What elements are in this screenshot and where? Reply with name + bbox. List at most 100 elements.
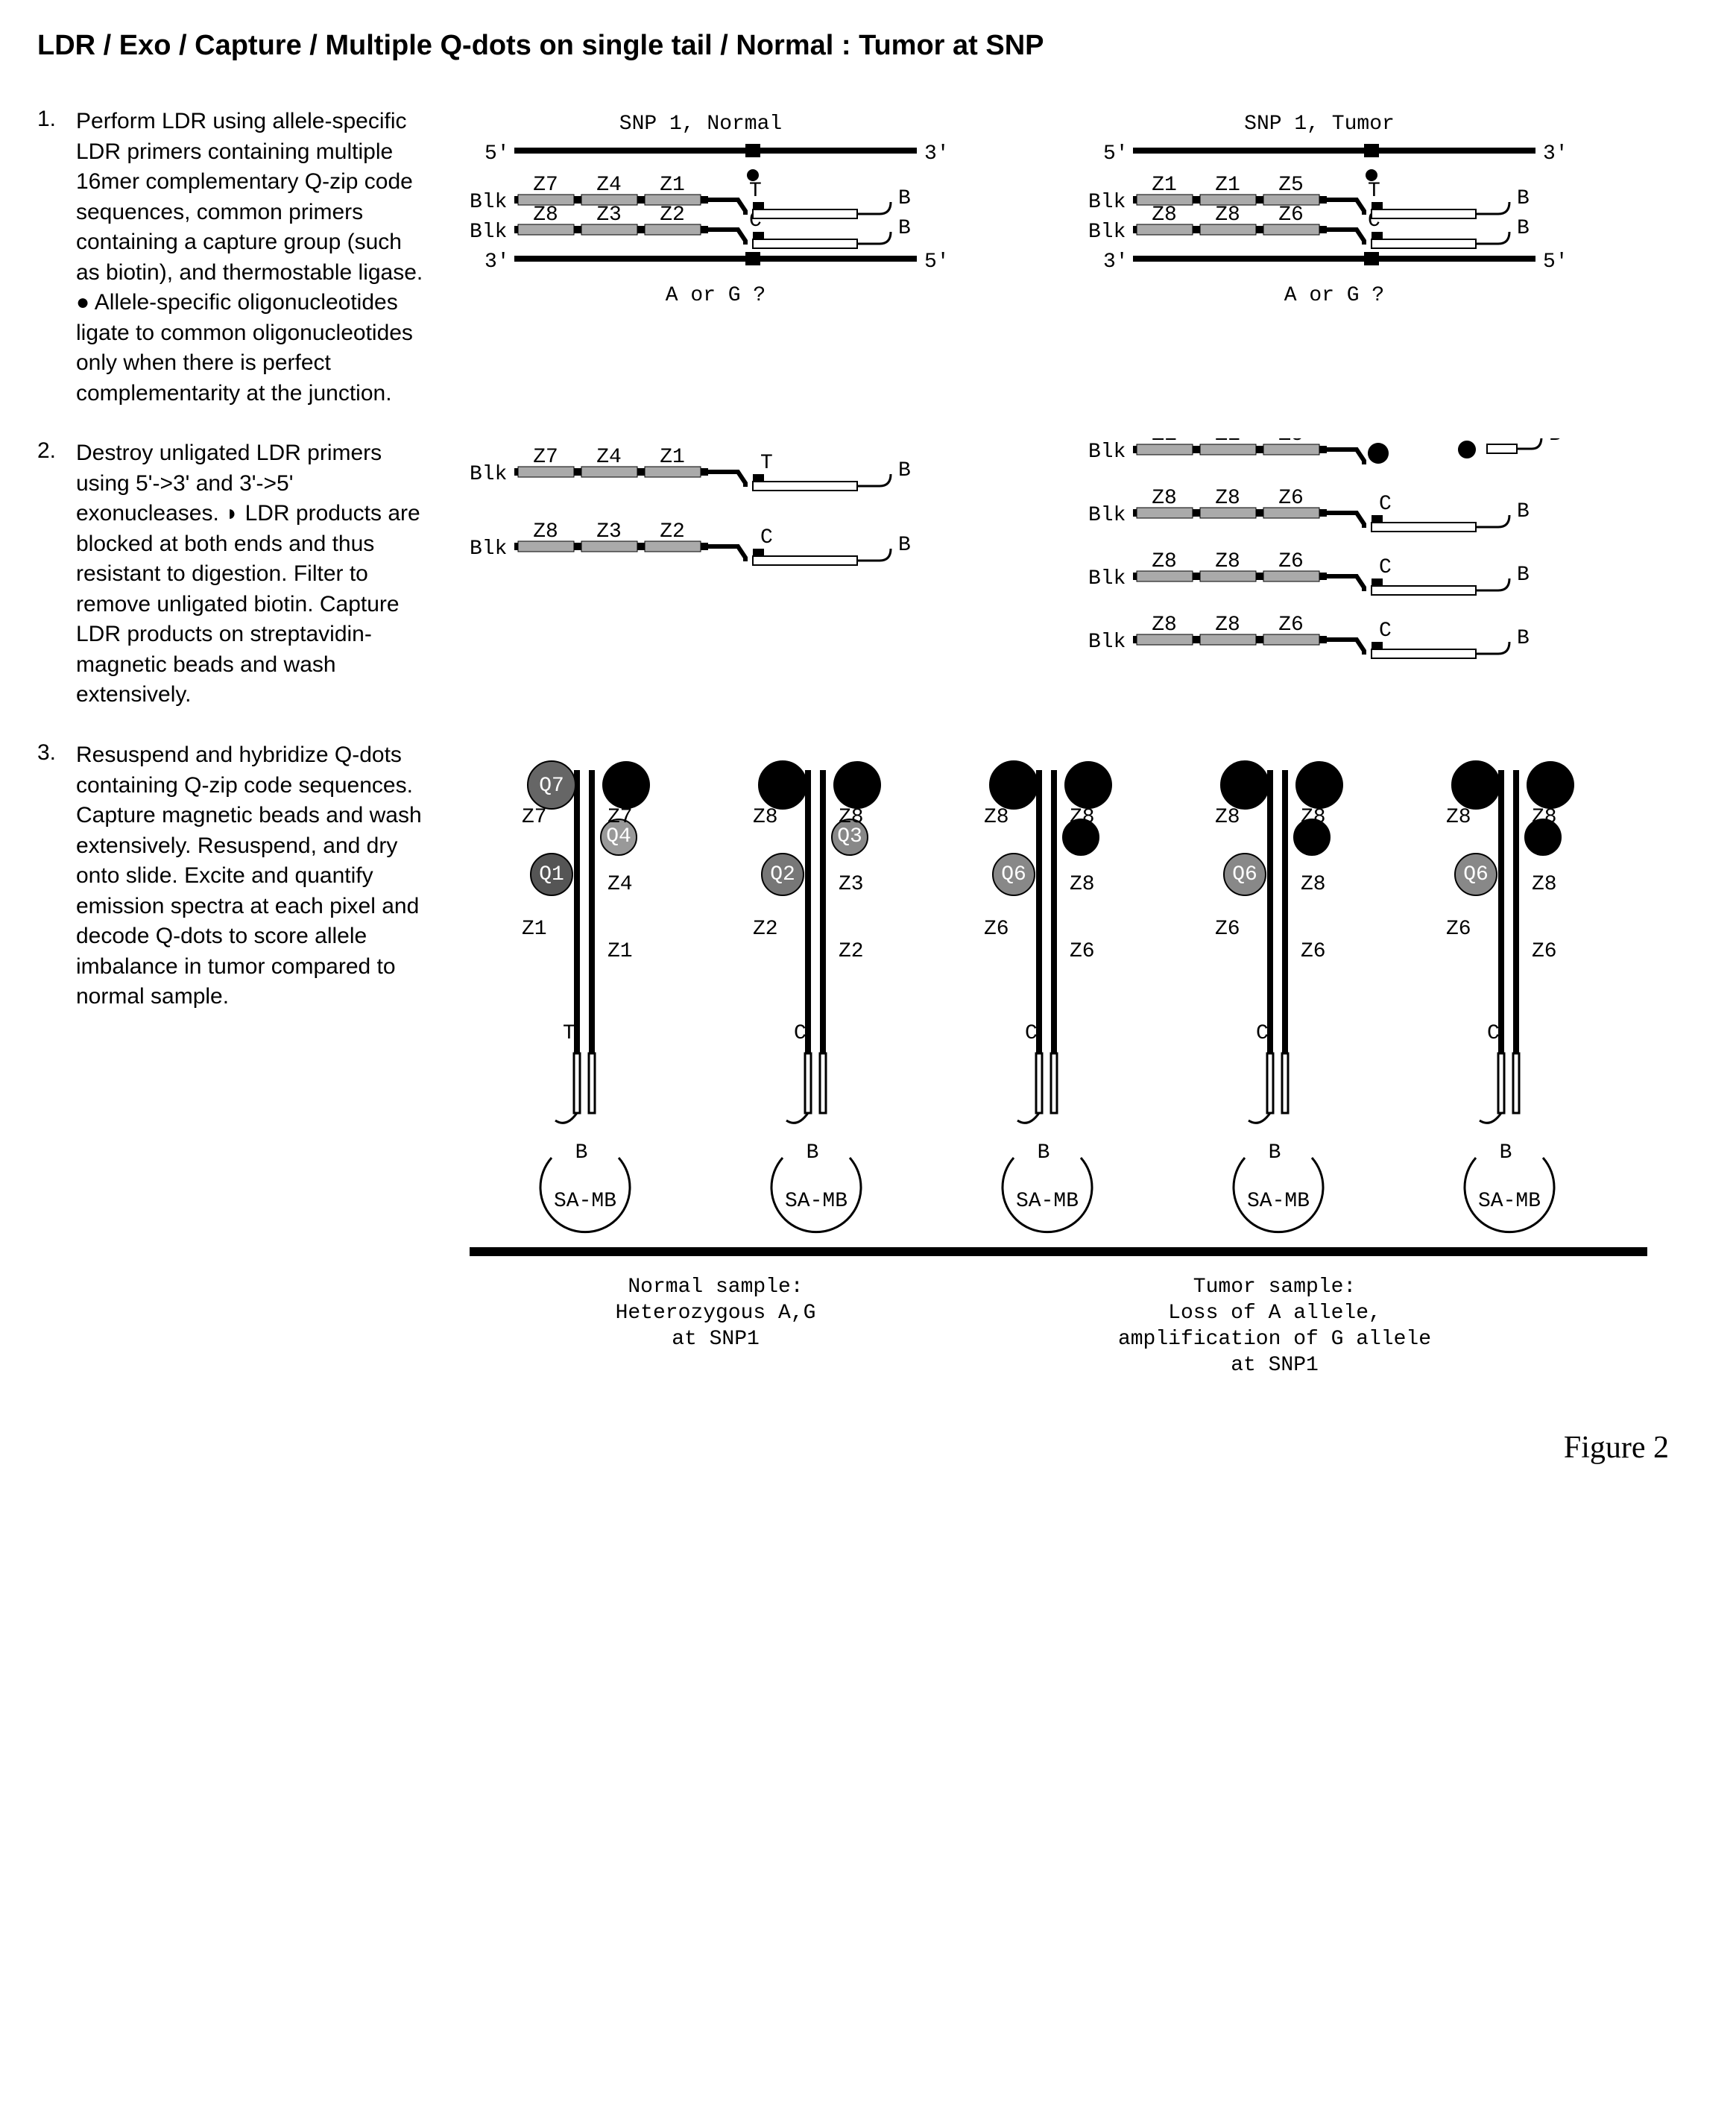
- svg-text:3': 3': [924, 142, 950, 165]
- svg-text:Z8: Z8: [533, 520, 558, 543]
- svg-text:Z1: Z1: [522, 918, 547, 941]
- svg-text:B: B: [1517, 564, 1530, 587]
- svg-text:B: B: [898, 534, 911, 557]
- svg-text:Tumor sample:: Tumor sample:: [1193, 1276, 1356, 1299]
- svg-text:Z6: Z6: [1215, 918, 1240, 941]
- svg-text:C: C: [760, 526, 773, 549]
- svg-text:Q7: Q7: [539, 775, 564, 798]
- panel-2-svg: BlkZ7Z4Z1TBBlkZ8Z3Z2CB BlkZ1Z1Z5BBlkZ8Z8…: [455, 438, 1685, 707]
- svg-text:Z7: Z7: [533, 446, 558, 469]
- svg-text:Z8: Z8: [1070, 873, 1095, 896]
- svg-text:Z4: Z4: [596, 174, 622, 197]
- svg-text:SA-MB: SA-MB: [1016, 1190, 1079, 1213]
- svg-text:Z3: Z3: [839, 873, 864, 896]
- step-3-text: Resuspend and hybridize Q-dots containin…: [76, 740, 425, 1400]
- svg-text:Z1: Z1: [660, 446, 685, 469]
- svg-text:SA-MB: SA-MB: [1247, 1190, 1310, 1213]
- svg-text:Z6: Z6: [1301, 940, 1326, 963]
- svg-text:C: C: [794, 1022, 807, 1045]
- panel-3-svg: Q7Q1Q4Z7Z4Z1Z7Z1TBSA-MBQ2Q3Z8Z3Z2Z8Z2CBS…: [455, 740, 1685, 1396]
- svg-text:SA-MB: SA-MB: [785, 1190, 848, 1213]
- svg-text:Z6: Z6: [1278, 487, 1304, 510]
- svg-text:Q6: Q6: [1001, 863, 1026, 886]
- svg-text:Z7: Z7: [522, 806, 547, 829]
- svg-text:5': 5': [484, 142, 510, 165]
- svg-text:Z8: Z8: [1152, 204, 1177, 227]
- svg-text:C: C: [1379, 619, 1392, 643]
- svg-text:Z8: Z8: [1446, 806, 1471, 829]
- svg-text:Blk: Blk: [1088, 441, 1126, 464]
- svg-text:B: B: [1517, 627, 1530, 650]
- page-title: LDR / Exo / Capture / Multiple Q-dots on…: [37, 30, 1699, 62]
- svg-text:Z8: Z8: [984, 806, 1009, 829]
- step-3-number: 3.: [37, 740, 67, 1400]
- svg-text:5': 5': [1103, 142, 1129, 165]
- svg-text:T: T: [760, 452, 773, 475]
- svg-text:Z6: Z6: [1532, 940, 1557, 963]
- svg-text:Z1: Z1: [607, 940, 633, 963]
- svg-text:Z6: Z6: [984, 918, 1009, 941]
- row-step-3: 3. Resuspend and hybridize Q-dots contai…: [37, 740, 1699, 1400]
- svg-text:Z1: Z1: [1215, 438, 1240, 447]
- svg-text:Blk: Blk: [470, 537, 507, 561]
- svg-text:Z8: Z8: [1070, 806, 1095, 829]
- svg-text:C: C: [1379, 493, 1392, 516]
- svg-text:Z8: Z8: [1215, 806, 1240, 829]
- svg-text:Q2: Q2: [770, 863, 795, 886]
- svg-text:Z5: Z5: [1278, 438, 1304, 447]
- svg-text:A or G ?: A or G ?: [1284, 284, 1384, 307]
- svg-text:Z4: Z4: [607, 873, 633, 896]
- svg-text:Q1: Q1: [539, 863, 564, 886]
- svg-text:Z1: Z1: [1152, 174, 1177, 197]
- step-1-text: Perform LDR using allele-specific LDR pr…: [76, 107, 425, 409]
- svg-text:C: C: [1025, 1022, 1038, 1045]
- svg-text:T: T: [563, 1022, 575, 1045]
- svg-text:Z6: Z6: [1446, 918, 1471, 941]
- step-2-number: 2.: [37, 438, 67, 710]
- svg-text:Z4: Z4: [596, 446, 622, 469]
- svg-text:Z1: Z1: [1152, 438, 1177, 447]
- svg-text:Blk: Blk: [1088, 504, 1126, 527]
- svg-text:SA-MB: SA-MB: [1478, 1190, 1541, 1213]
- panel-1-svg: SNP 1, Normal 5' 3' Blk Z7 Z4 Z1: [455, 107, 1685, 360]
- svg-text:C: C: [1256, 1022, 1269, 1045]
- svg-text:Z8: Z8: [1301, 806, 1326, 829]
- svg-text:B: B: [1517, 500, 1530, 523]
- svg-text:B: B: [1269, 1141, 1281, 1164]
- svg-text:B: B: [898, 217, 911, 240]
- svg-text:Z2: Z2: [660, 204, 685, 227]
- svg-text:Z1: Z1: [1215, 174, 1240, 197]
- step-2-text: Destroy unligated LDR primers using 5'->…: [76, 438, 425, 710]
- svg-text:Z2: Z2: [753, 918, 778, 941]
- svg-text:Loss of A allele,: Loss of A allele,: [1168, 1302, 1381, 1325]
- row-step-1: 1. Perform LDR using allele-specific LDR…: [37, 107, 1699, 409]
- svg-text:Z8: Z8: [1215, 487, 1240, 510]
- svg-text:B: B: [575, 1141, 588, 1164]
- svg-text:Blk: Blk: [1088, 631, 1126, 654]
- svg-text:A or G ?: A or G ?: [666, 284, 766, 307]
- svg-text:Heterozygous A,G: Heterozygous A,G: [616, 1302, 816, 1325]
- step-1-number: 1.: [37, 107, 67, 409]
- svg-text:Blk: Blk: [470, 191, 507, 214]
- svg-text:3': 3': [1543, 142, 1568, 165]
- svg-text:Z7: Z7: [533, 174, 558, 197]
- svg-text:Z8: Z8: [1532, 806, 1557, 829]
- svg-text:Blk: Blk: [470, 221, 507, 244]
- svg-text:Z7: Z7: [607, 806, 633, 829]
- svg-text:T: T: [1368, 180, 1380, 203]
- svg-text:Z6: Z6: [1278, 614, 1304, 637]
- svg-text:Z6: Z6: [1278, 204, 1304, 227]
- panel1-normal-title: SNP 1, Normal: [619, 113, 782, 136]
- svg-text:amplification of G allele: amplification of G allele: [1118, 1328, 1431, 1351]
- svg-text:Z8: Z8: [1215, 614, 1240, 637]
- svg-text:B: B: [898, 459, 911, 482]
- svg-text:Z3: Z3: [596, 520, 622, 543]
- svg-text:C: C: [1487, 1022, 1500, 1045]
- svg-text:Z8: Z8: [1152, 550, 1177, 573]
- svg-text:Z8: Z8: [1301, 873, 1326, 896]
- svg-text:Z8: Z8: [1152, 487, 1177, 510]
- svg-text:at SNP1: at SNP1: [672, 1328, 760, 1351]
- svg-text:B: B: [1517, 187, 1530, 210]
- svg-text:Normal sample:: Normal sample:: [628, 1276, 803, 1299]
- svg-text:Z8: Z8: [1215, 550, 1240, 573]
